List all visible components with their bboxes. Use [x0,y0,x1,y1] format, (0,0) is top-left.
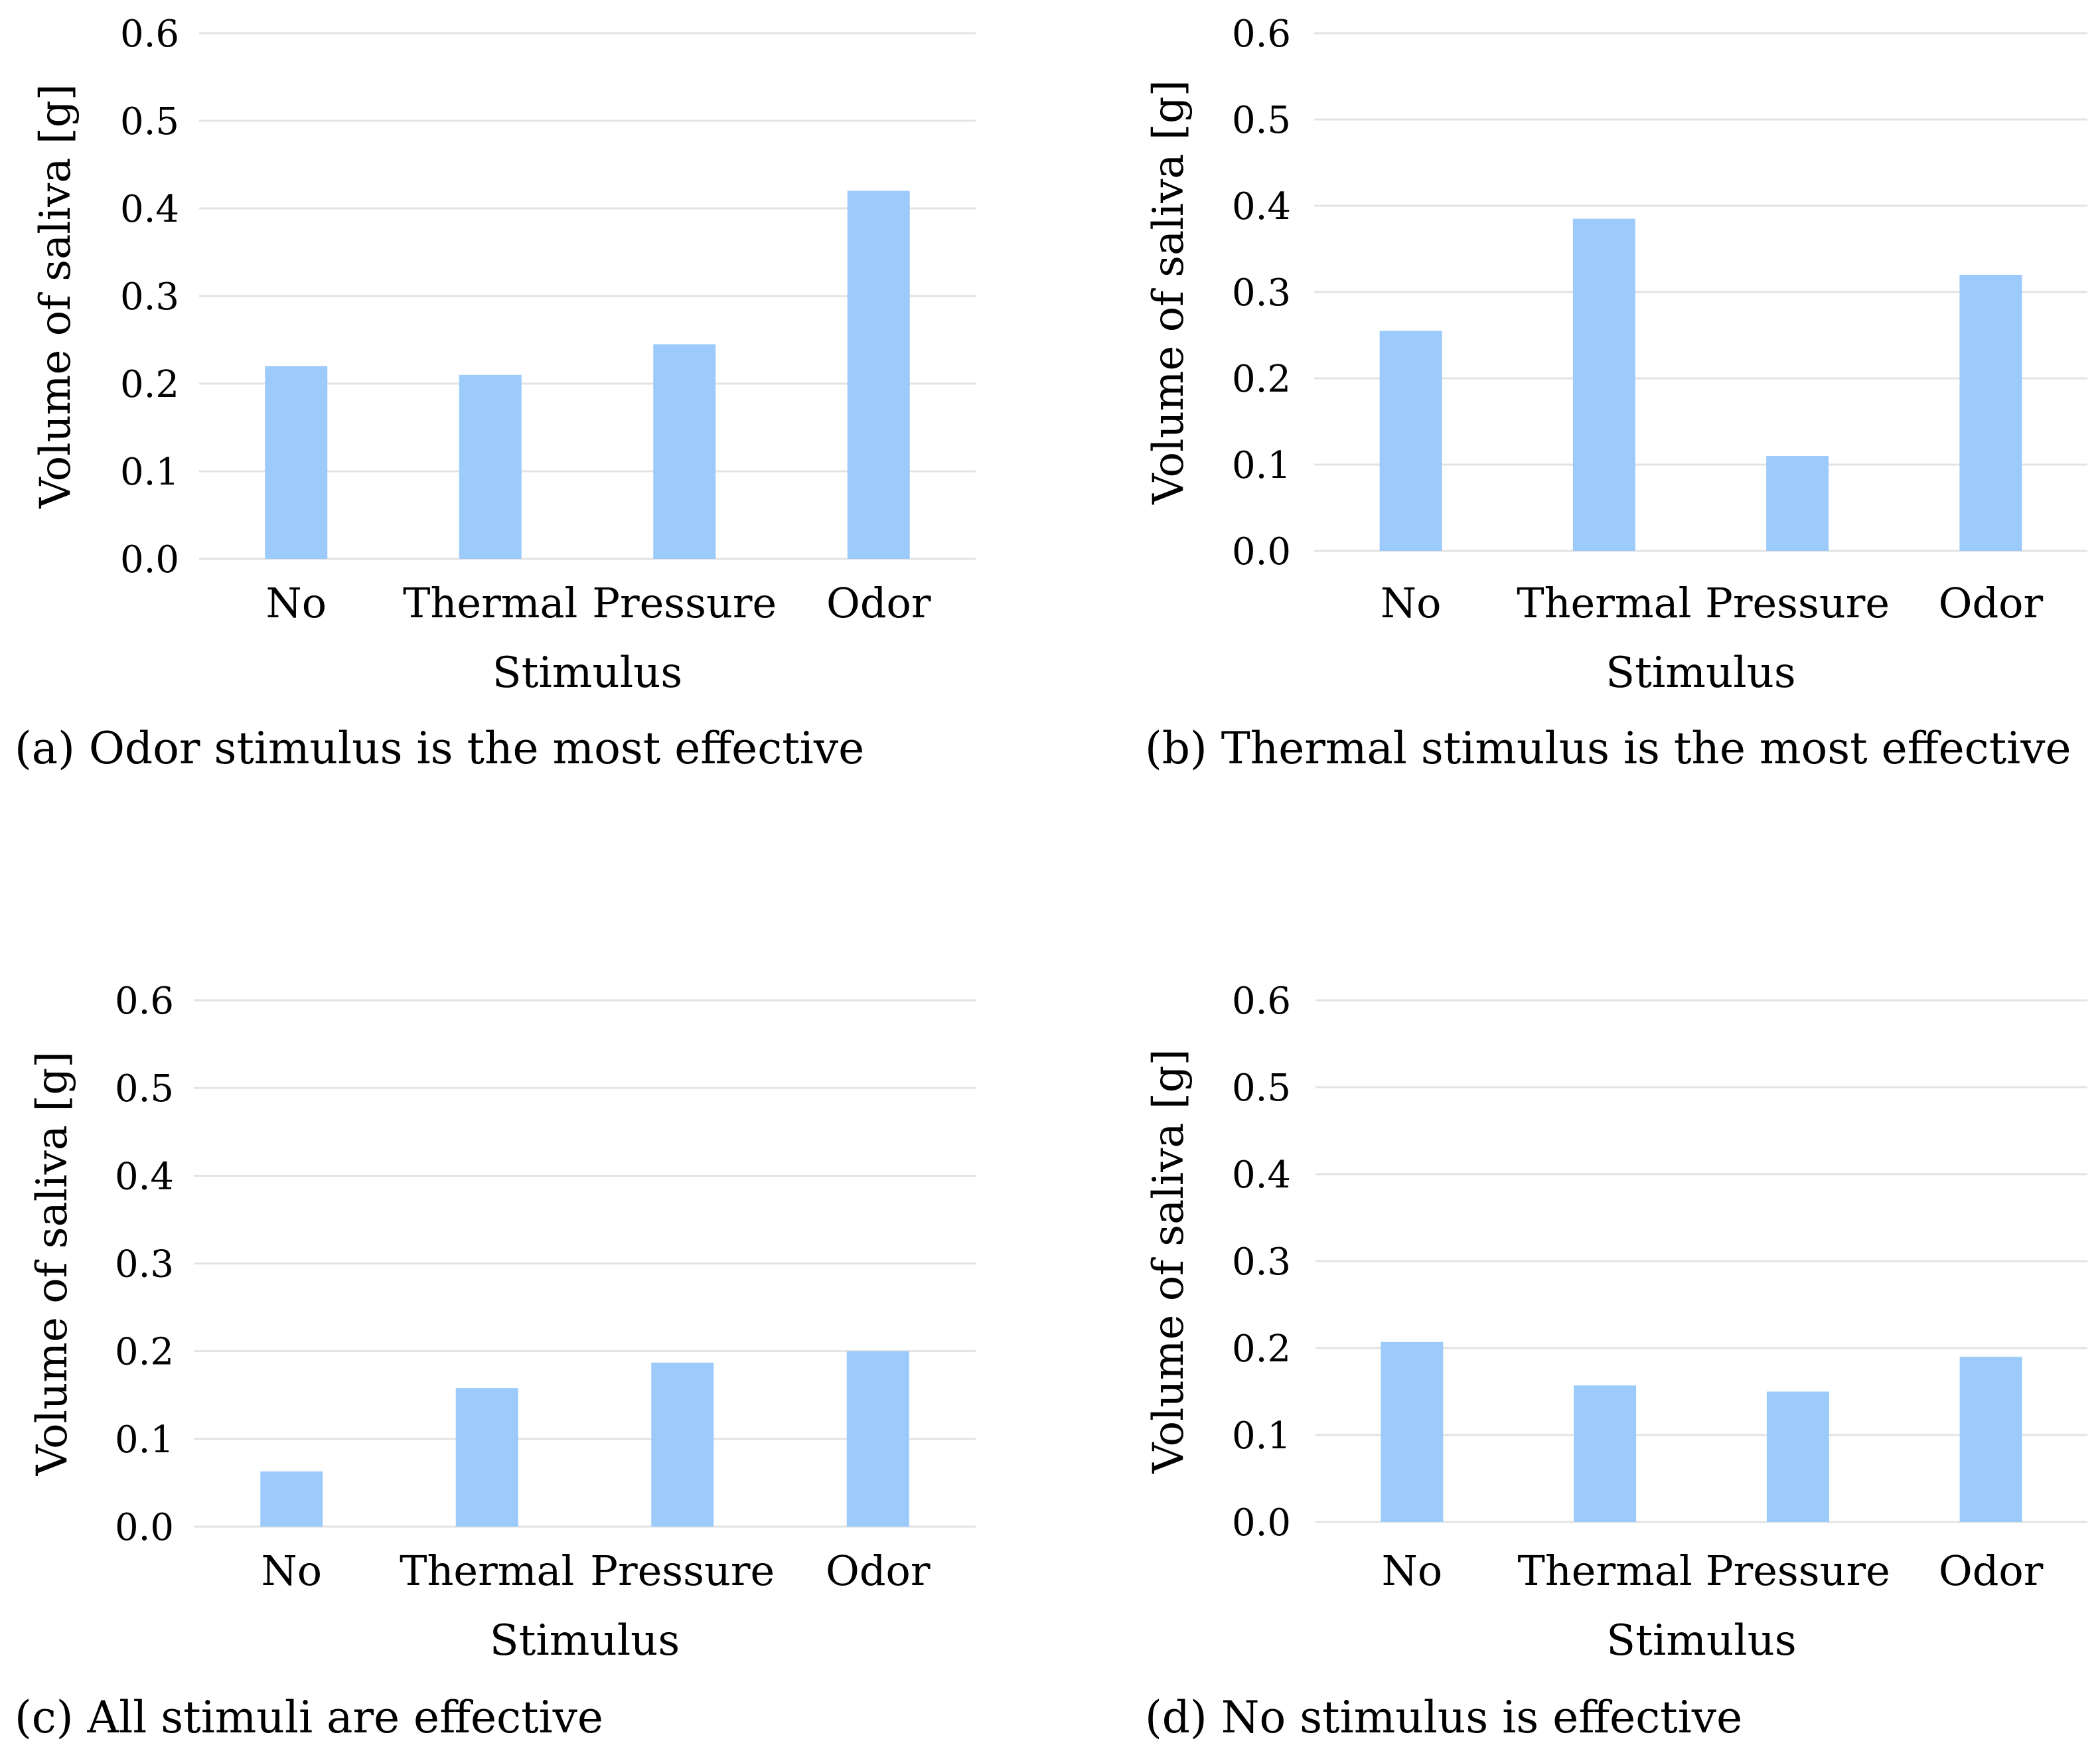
y-tick-label-a-4: 0.4 [120,188,179,231]
bar-d-no [1381,1341,1444,1522]
bar-b-pressure [1766,456,1829,551]
y-axis-title-b: Volume of saliva [g] [1144,80,1193,505]
caption-b: (b) Thermal stimulus is the most effecti… [1145,723,2071,774]
y-tick-label-c-6: 0.6 [115,980,174,1023]
y-tick-label-d-6: 0.6 [1232,980,1291,1023]
y-tick-label-c-2: 0.2 [115,1331,174,1374]
bar-b-thermal [1572,218,1635,551]
y-tick-label-a-5: 0.5 [120,100,179,143]
y-tick-label-d-2: 0.2 [1232,1328,1291,1371]
y-tick-label-d-0: 0.0 [1232,1501,1291,1545]
y-tick-label-c-5: 0.5 [115,1067,174,1110]
x-tick-label-c-thermal: Thermal [400,1547,574,1595]
y-axis-title-a: Volume of saliva [g] [31,84,80,509]
bar-a-pressure [653,344,716,559]
bar-d-thermal [1574,1385,1637,1522]
y-tick-label-a-6: 0.6 [120,13,179,56]
y-tick-label-a-1: 0.1 [120,451,179,494]
chart-panel-a: 0.0 0.1 0.2 0.3 0.4 0.5 0.6 No Thermal Pressure Od… [15,13,976,774]
chart-panel-d: 0.0 0.1 0.2 0.3 0.4 0.5 0.6 No Thermal Pressure Od… [1144,980,2087,1743]
y-tick-label-c-3: 0.3 [115,1243,174,1286]
y-tick-label-a-3: 0.3 [120,275,179,319]
x-tick-label-b-thermal: Thermal [1517,579,1691,627]
bar-c-odor [846,1351,909,1527]
x-tick-label-c-pressure: Pressure [590,1547,775,1595]
bar-c-pressure [651,1362,714,1527]
x-tick-label-b-pressure: Pressure [1705,579,1890,627]
bar-a-thermal [459,374,522,559]
y-tick-label-d-5: 0.5 [1232,1067,1291,1110]
bar-b-odor [1959,275,2022,551]
y-tick-label-b-6: 0.6 [1232,13,1291,56]
x-tick-label-c-no: No [261,1547,322,1595]
x-tick-label-d-pressure: Pressure [1706,1547,1890,1595]
x-axis-title-b: Stimulus [1606,648,1795,698]
y-axis-title-c: Volume of saliva [g] [28,1051,77,1477]
bar-d-odor [1959,1357,2022,1522]
x-axis-title-c: Stimulus [490,1616,680,1665]
chart-panel-c: 0.0 0.1 0.2 0.3 0.4 0.5 0.6 No Thermal Pressure Od… [15,980,976,1743]
chart-panel-b: 0.0 0.1 0.2 0.3 0.4 0.5 0.6 No Thermal Pressure Od… [1144,13,2087,774]
x-tick-label-d-thermal: Thermal [1518,1547,1692,1595]
y-tick-label-b-4: 0.4 [1232,185,1291,228]
y-axis-title-d: Volume of saliva [g] [1144,1049,1193,1474]
x-tick-label-a-no: No [265,579,327,627]
y-tick-label-c-0: 0.0 [115,1506,174,1549]
y-tick-label-a-2: 0.2 [120,363,179,406]
bar-a-no [265,366,328,559]
y-tick-label-b-2: 0.2 [1232,358,1291,401]
x-tick-label-a-thermal: Thermal [403,579,577,627]
caption-d: (d) No stimulus is effective [1145,1692,1742,1743]
x-tick-label-a-odor: Odor [826,579,931,627]
y-tick-label-c-1: 0.1 [115,1418,174,1462]
caption-c: (c) All stimuli are effective [15,1692,603,1743]
x-tick-label-a-pressure: Pressure [592,579,777,627]
y-tick-label-a-0: 0.0 [120,538,179,581]
x-tick-label-d-no: No [1382,1547,1443,1595]
y-tick-label-c-4: 0.4 [115,1155,174,1198]
y-tick-label-d-4: 0.4 [1232,1154,1291,1197]
x-tick-label-b-no: No [1381,579,1442,627]
x-axis-title-a: Stimulus [492,648,682,698]
bar-c-no [260,1471,323,1527]
y-tick-label-d-1: 0.1 [1232,1414,1291,1458]
x-axis-title-d: Stimulus [1606,1616,1796,1665]
y-tick-label-d-3: 0.3 [1232,1241,1291,1284]
bar-b-no [1379,331,1442,551]
y-tick-label-b-3: 0.3 [1232,271,1291,315]
bar-c-thermal [455,1388,518,1527]
bar-d-pressure [1766,1391,1829,1522]
y-tick-label-b-0: 0.0 [1232,530,1291,573]
x-tick-label-b-odor: Odor [1939,579,2044,627]
x-tick-label-c-odor: Odor [826,1547,931,1595]
y-tick-label-b-1: 0.1 [1232,444,1291,487]
bar-a-odor [847,190,910,560]
y-tick-label-b-5: 0.5 [1232,99,1291,142]
caption-a: (a) Odor stimulus is the most effective [15,723,864,774]
x-tick-label-d-odor: Odor [1939,1547,2044,1595]
